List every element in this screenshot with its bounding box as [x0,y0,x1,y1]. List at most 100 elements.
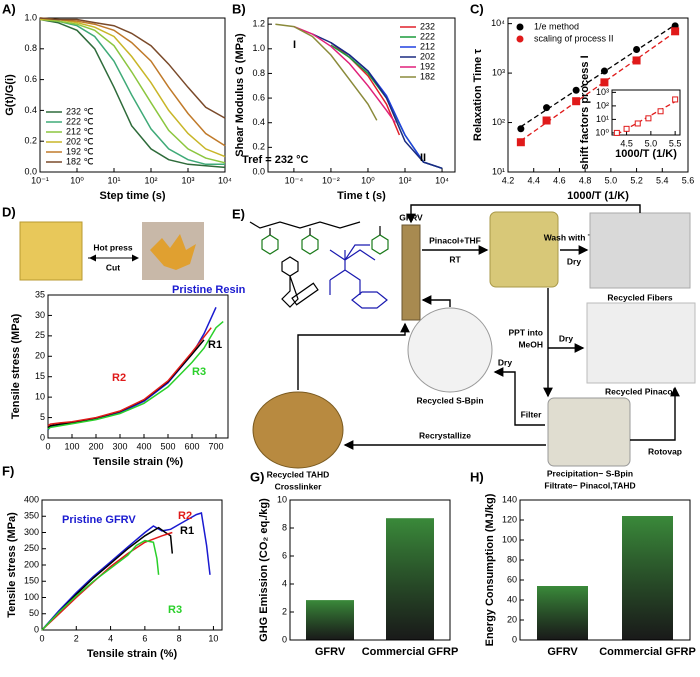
x-tick-label: 10² [144,175,157,185]
step-label: Dry [567,256,581,266]
arrow [421,295,451,307]
y-tick-label: 1.2 [252,19,265,29]
y-tick-label: 0.6 [252,92,265,102]
series-line [41,531,173,631]
x-tick-label: 10³ [181,175,194,185]
series-label: Pristine Resin [172,284,246,296]
step-label: Dry [559,333,573,343]
series-label: R2 [112,372,126,384]
y-axis-label: G(t)/G(i) [4,74,16,116]
plot-frame [267,17,456,173]
y-tick-label: 10 [277,494,287,504]
legend-label: 192 ℃ [66,146,94,156]
resin-photo [19,221,83,281]
series-label: R2 [178,510,192,522]
photo-caption: Precipitation− S-Bpin [547,468,633,478]
arrow [406,204,641,224]
y-tick-label: 10³ [492,67,505,77]
y-tick-label: 140 [502,494,517,504]
x-tick-label: 10⁻² [322,175,340,185]
y-tick-label: 0.8 [252,68,265,78]
gfrv-strip [401,224,421,321]
legend-marker [516,35,524,43]
y-tick-label: 15 [35,371,45,381]
x-axis-label: Step time (s) [99,190,165,202]
panel-label: C) [470,1,484,16]
x-axis-label: Tensile strain (%) [87,648,178,660]
y-axis-label: GHG Emission (CO₂ eq./kg) [258,498,270,642]
x-axis-label: 1000/T (1/K) [615,148,677,160]
step-label: Filter [521,409,542,419]
legend-label: 202 [420,51,435,61]
x-tick-label: 600 [184,441,199,451]
legend-label: 232 ℃ [66,106,94,116]
plot-frame [289,499,451,641]
x-tick-label: 400 [136,441,151,451]
x-axis-label: Time t (s) [337,190,386,202]
x-tick-label: 8 [177,633,182,643]
y-tick-label: 25 [35,330,45,340]
legend-label: 182 ℃ [66,156,94,166]
panel-label: A) [2,1,16,16]
x-tick-label: 0 [39,633,44,643]
y-tick-label: 1.0 [252,43,265,53]
bar [306,600,354,640]
precipitation-photo [547,397,631,467]
y-tick-label: 60 [507,574,517,584]
panel-label: E) [232,206,245,221]
legend-label: 202 ℃ [66,136,94,146]
point [516,138,525,147]
x-tick-label: 300 [112,441,127,451]
y-tick-label: 0.6 [24,74,37,84]
legend-label: 222 ℃ [66,116,94,126]
y-tick-label: 10¹ [492,166,505,176]
y-tick-label: 4 [282,578,287,588]
y-tick-label: 80 [507,554,517,564]
y-tick-label: 10⁰ [595,127,609,137]
y-tick-label: 40 [507,594,517,604]
point [634,120,641,127]
point [543,104,551,112]
series-line [47,306,217,431]
y-tick-label: 200 [24,559,39,569]
y-tick-label: 0 [40,432,45,442]
plot-frame [47,294,229,439]
tahd-photo [252,391,344,469]
step-label: Wash with THF [544,232,605,242]
photo-caption: Filtrate− Pinacol,TAHD [544,480,635,490]
y-tick-label: 10⁴ [491,18,505,28]
y-axis-label: Tensile stress (MPa) [10,313,22,419]
series-label: R1 [208,339,222,351]
y-tick-label: 0.0 [252,166,265,176]
step-label: PPT into [509,327,543,337]
x-tick-label: 5.2 [630,175,643,185]
photo-caption: Recycled Pinacol [605,386,675,396]
series-line [47,327,212,427]
point [517,125,525,133]
series-line [47,321,224,430]
y-axis-label: Tensile stress (MPa) [6,512,18,618]
point [572,86,580,94]
x-tick-label: 10⁻¹ [31,175,49,185]
point [657,108,664,115]
point [623,125,630,132]
y-tick-label: 0 [512,634,517,644]
x-tick-label: 10⁴ [435,175,449,185]
legend-label: 1/e method [534,21,579,31]
y-tick-label: 100 [24,592,39,602]
x-tick-label: 4.6 [553,175,566,185]
y-tick-label: 400 [24,494,39,504]
x-tick-label: 2 [74,633,79,643]
x-tick-label: 700 [208,441,223,451]
y-tick-label: 0.4 [24,105,37,115]
point [572,97,581,106]
y-tick-label: 20 [35,351,45,361]
step-label: MeOH [518,339,543,349]
x-tick-label: 5.6 [682,175,695,185]
point [671,27,680,36]
bar [537,586,588,640]
x-tick-label: 4.4 [527,175,540,185]
legend-label: 212 ℃ [66,126,94,136]
